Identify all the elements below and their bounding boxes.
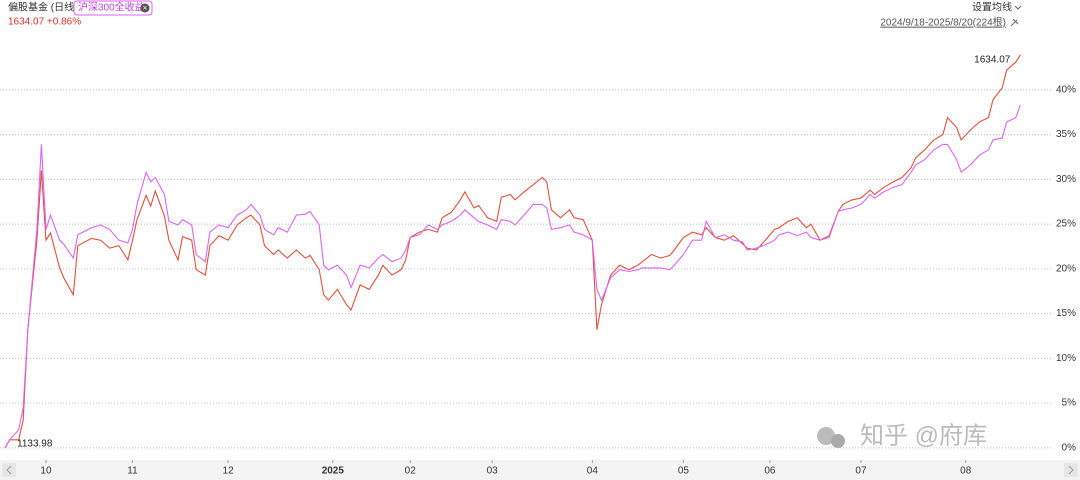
series-line bbox=[4, 104, 1021, 449]
x-tick-label: 08 bbox=[960, 466, 972, 477]
wechat-icon bbox=[817, 427, 835, 445]
wechat-icon-2 bbox=[831, 434, 845, 448]
x-tick-label: 07 bbox=[855, 466, 867, 477]
y-tick-label: 35% bbox=[1056, 129, 1076, 140]
chart-title: 偏股基金 (日线) bbox=[8, 1, 77, 14]
y-tick-label: 10% bbox=[1056, 353, 1076, 364]
date-range: 2024/9/18-2025/8/20(224根) bbox=[880, 16, 1006, 29]
y-tick-label: 15% bbox=[1056, 308, 1076, 319]
scroll-right[interactable] bbox=[1064, 463, 1078, 477]
x-tick-label: 04 bbox=[587, 466, 599, 477]
pin-icon[interactable] bbox=[1010, 18, 1019, 27]
x-tick-label: 2025 bbox=[322, 466, 345, 477]
y-tick-label: 20% bbox=[1056, 263, 1076, 274]
x-tick-label: 10 bbox=[40, 466, 52, 477]
x-tick-label: 05 bbox=[678, 466, 690, 477]
compare-label[interactable]: 沪深300全收益 bbox=[78, 1, 145, 14]
x-tick-label: 06 bbox=[764, 466, 776, 477]
y-tick-label: 5% bbox=[1062, 398, 1077, 409]
watermark: 知乎 @府库 bbox=[860, 422, 987, 449]
close-glyph: × bbox=[143, 4, 148, 13]
x-tick-label: 03 bbox=[487, 466, 499, 477]
scroll-left[interactable] bbox=[2, 463, 16, 477]
end-label: 1634.07 bbox=[974, 55, 1011, 66]
series-line bbox=[4, 54, 1021, 449]
y-tick-label: 0% bbox=[1062, 442, 1077, 453]
x-tick-label: 12 bbox=[223, 466, 235, 477]
price-change: 1634.07 +0.86% bbox=[8, 17, 81, 28]
y-tick-label: 25% bbox=[1056, 219, 1076, 230]
y-tick-label: 40% bbox=[1056, 84, 1076, 95]
x-tick-label: 02 bbox=[405, 466, 417, 477]
scroll-right-icon bbox=[1068, 465, 1074, 475]
close-icon[interactable] bbox=[140, 3, 150, 13]
y-tick-label: 30% bbox=[1056, 174, 1076, 185]
start-label: 1133.98 bbox=[17, 438, 53, 449]
compare-tag[interactable] bbox=[73, 0, 153, 16]
x-tick-label: 11 bbox=[127, 466, 138, 477]
scroll-left-icon bbox=[6, 465, 12, 475]
settings-button[interactable]: 设置均线 bbox=[972, 1, 1012, 14]
x-axis-bar bbox=[0, 460, 1080, 480]
dropdown-icon bbox=[1014, 5, 1022, 10]
